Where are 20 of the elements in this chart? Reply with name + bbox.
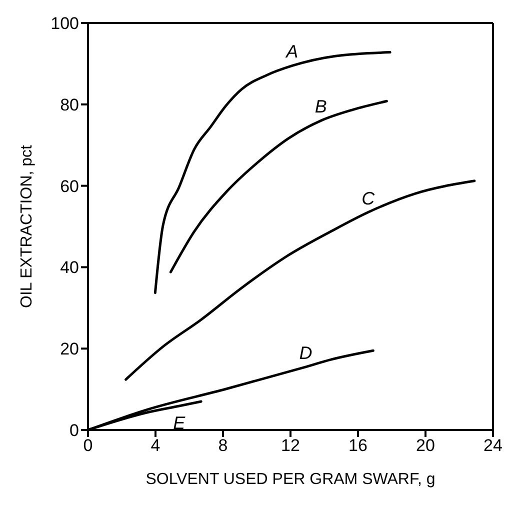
series-label: A: [285, 42, 298, 62]
x-tick-label: 8: [218, 436, 228, 456]
x-tick-label: 4: [150, 436, 160, 456]
series-label: C: [362, 188, 376, 208]
series-label: E: [173, 412, 186, 433]
x-tick-label: 12: [281, 436, 300, 456]
x-tick-label: 16: [348, 436, 368, 456]
y-tick-label: 60: [60, 176, 79, 196]
y-tick-label: 100: [50, 14, 79, 34]
series-label: B: [314, 96, 327, 117]
y-tick-label: 20: [60, 340, 79, 359]
x-axis-title: SOLVENT USED PER GRAM SWARF, g: [146, 471, 436, 488]
y-tick-label: 40: [60, 258, 79, 278]
series-label: D: [299, 342, 312, 363]
x-tick-label: 24: [484, 436, 502, 456]
x-tick-label: 20: [416, 436, 435, 456]
y-axis-title: OIL EXTRACTION, pct: [18, 144, 36, 308]
y-tick-label: 0: [70, 421, 79, 440]
y-tick-label: 80: [60, 95, 79, 114]
x-tick-label: 0: [83, 436, 93, 456]
